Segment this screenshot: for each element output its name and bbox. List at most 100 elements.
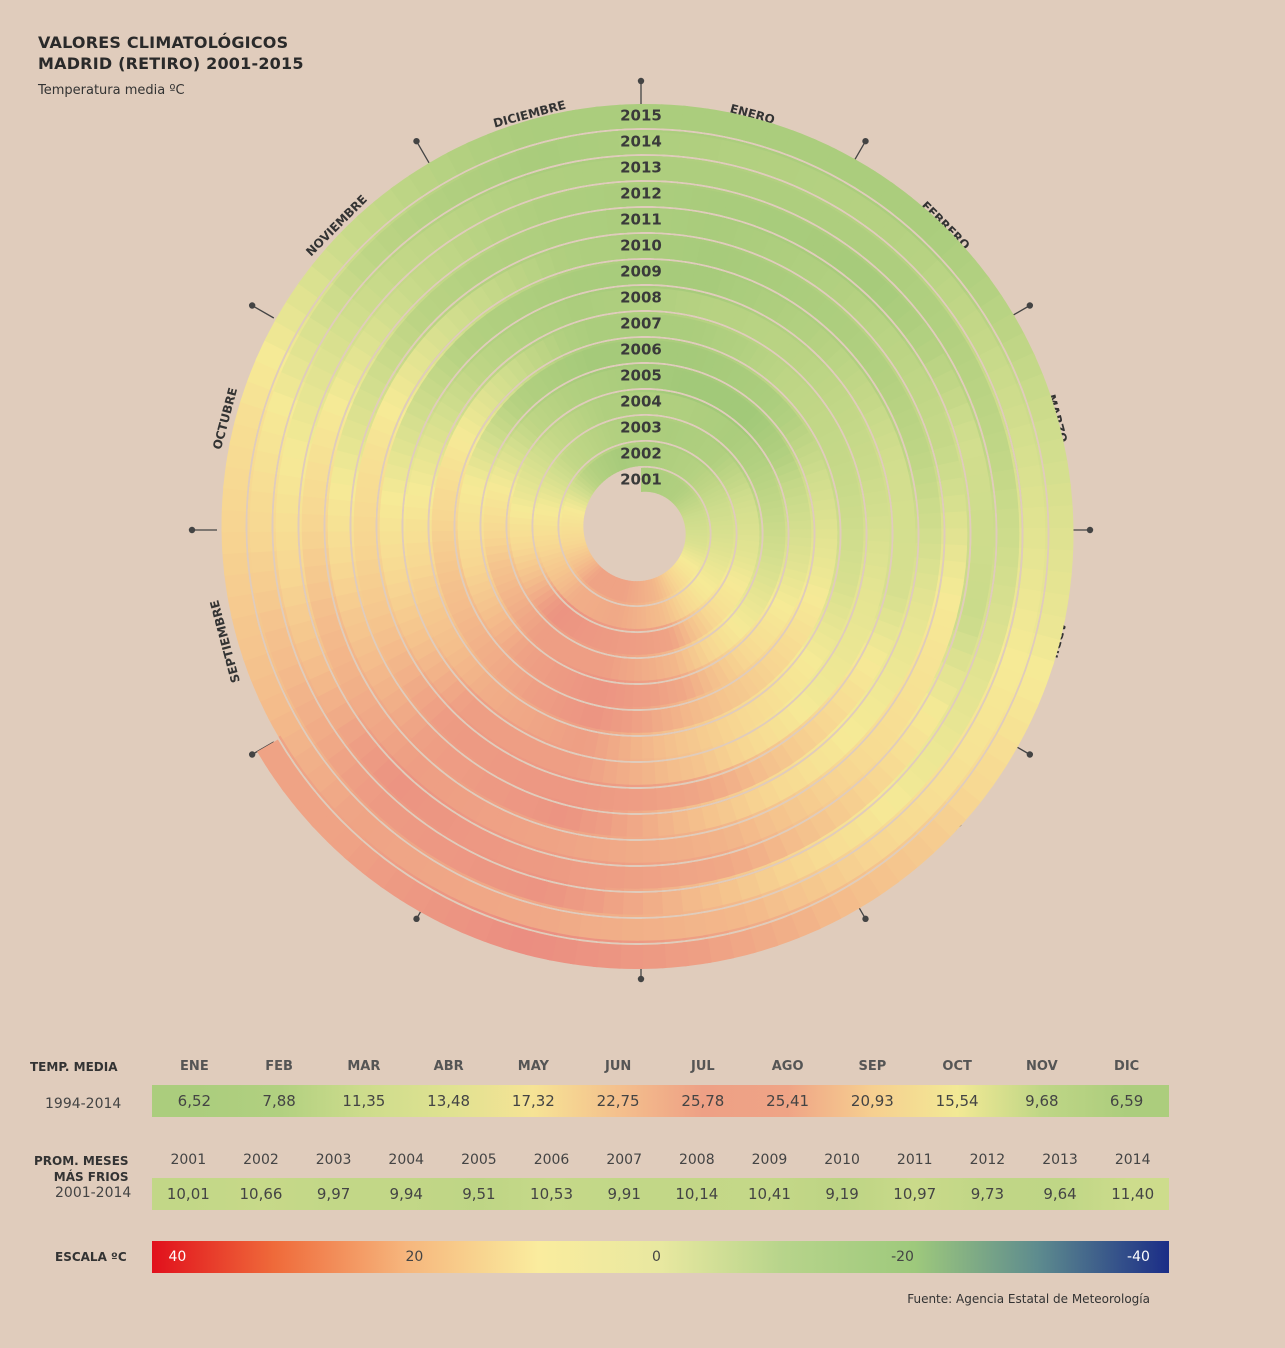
spiral-cell [667, 480, 693, 506]
spiral-cell [592, 231, 615, 267]
spiral-cell [671, 832, 696, 867]
spiral-cell [478, 494, 512, 511]
spiral-cell [724, 567, 757, 588]
spiral-cell [675, 497, 706, 515]
year-label: 2005 [620, 367, 662, 385]
spiral-cell [966, 528, 1000, 551]
spiral-cell [639, 732, 655, 765]
spiral-cell [915, 528, 948, 548]
spiral-cell [1017, 547, 1052, 576]
spiral-cell [555, 529, 588, 535]
spiral-cell [221, 527, 251, 555]
spiral-cell [646, 463, 656, 497]
year-label: 2004 [620, 393, 662, 411]
spiral-cell [533, 488, 566, 506]
year-label: 2012 [620, 185, 662, 203]
spiral-cell [616, 914, 644, 948]
spiral-cell [694, 477, 725, 499]
spiral-cell [597, 597, 615, 630]
spiral-cell [655, 834, 679, 869]
spiral-cell [535, 483, 568, 502]
spiral-cell [677, 453, 702, 482]
spiral-cell [639, 177, 662, 211]
spiral-cell [589, 338, 608, 373]
chart-subtitle: Temperatura media ºC [38, 83, 185, 98]
spiral-cell [559, 494, 591, 511]
spiral-cell [676, 551, 707, 572]
spiral-cell [349, 555, 384, 578]
spiral-cell [992, 507, 1026, 533]
spiral-cell [1018, 527, 1052, 554]
spiral-cell [707, 536, 740, 547]
spiral-cell [619, 628, 632, 661]
month-tick [852, 140, 867, 164]
spiral-cell [610, 256, 630, 290]
table-column-header: 2012 [969, 1152, 1006, 1168]
spiral-cell [732, 544, 765, 557]
spiral-cell [653, 466, 669, 498]
spiral-cell [562, 548, 594, 565]
spiral-cell [579, 563, 606, 589]
spiral-cell [596, 126, 624, 161]
spiral-cell [668, 562, 693, 590]
spiral-cell [657, 886, 684, 921]
spiral-cell [483, 563, 518, 581]
table-column-header: MAY [517, 1059, 549, 1074]
month-tick-dot [637, 975, 645, 983]
spiral-cell [749, 475, 784, 495]
table-cell: 13,48 [427, 1092, 471, 1110]
spiral-cell [623, 602, 634, 636]
spiral-cell [549, 571, 580, 595]
spiral-cell [454, 479, 489, 498]
spiral-cell [577, 590, 601, 621]
spiral-cell [555, 525, 588, 531]
table-cell: 10,01 [166, 1185, 210, 1203]
spiral-cell [655, 467, 673, 499]
spiral-cell [221, 568, 256, 599]
spiral-cell [650, 574, 662, 607]
spiral-cell [676, 500, 708, 517]
spiral-cell [584, 457, 608, 486]
spiral-cell [629, 334, 643, 367]
scale-header: ESCALA ºC [55, 1250, 127, 1264]
spiral-cell [941, 528, 974, 550]
spiral-cell [503, 514, 536, 526]
spiral-cell [667, 416, 685, 449]
spiral-cell [638, 125, 665, 159]
year-label: 2007 [620, 315, 662, 333]
spiral-cell [586, 594, 608, 626]
spiral-cell [707, 524, 740, 531]
spiral-cell [674, 450, 697, 480]
spiral-cell [723, 479, 757, 498]
spiral-cell [428, 472, 464, 493]
frios-header: PROM. MESES MÁS FRIOS [34, 1153, 129, 1185]
spiral-cell [596, 364, 614, 398]
spiral-cell [705, 543, 739, 557]
spiral-cell [560, 489, 592, 508]
month-tick-dot [862, 137, 869, 145]
spiral-cell [506, 486, 540, 503]
spiral-cell [685, 462, 713, 488]
table-cell: 20,93 [850, 1092, 894, 1110]
spiral-cell [269, 508, 303, 532]
spiral-cell [529, 517, 562, 527]
spiral-cell [628, 308, 643, 341]
spiral-cell [811, 518, 844, 532]
year-label: 2013 [620, 159, 662, 177]
spiral-cell [243, 507, 277, 533]
table-cell: 25,78 [681, 1092, 725, 1110]
spiral-cell [654, 412, 667, 446]
spiral-cell [694, 570, 724, 595]
spiral-cell [726, 563, 760, 582]
spiral-cell [626, 628, 637, 662]
spiral-cell [507, 551, 541, 567]
spiral-cell [536, 553, 569, 571]
spiral-cell [591, 649, 610, 684]
spiral-cell [451, 499, 486, 515]
spiral-cell [1042, 482, 1074, 511]
month-tick-dot [637, 77, 645, 85]
spiral-cell [612, 442, 627, 475]
spiral-cell [679, 909, 709, 945]
spiral-cell [456, 561, 491, 580]
spiral-cell [705, 509, 738, 521]
